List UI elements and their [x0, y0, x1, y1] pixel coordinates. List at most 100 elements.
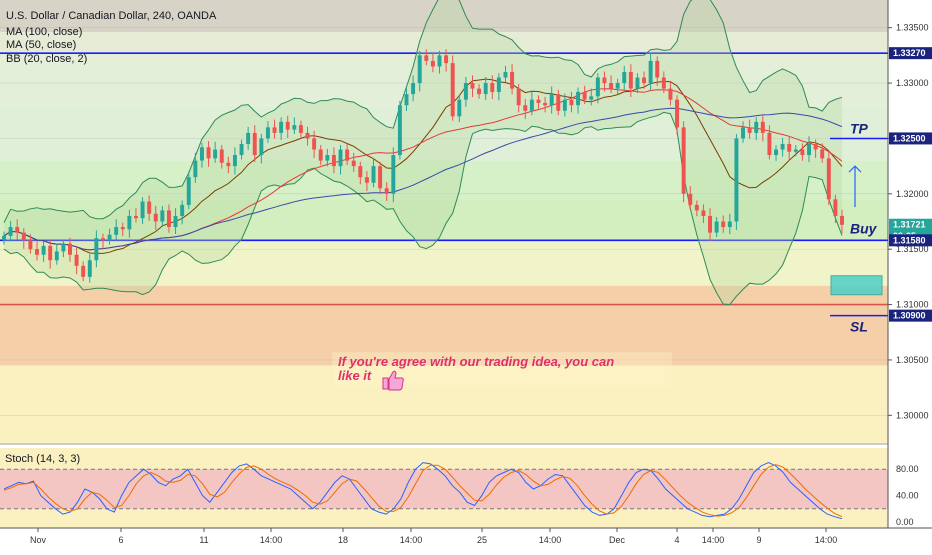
candle-85: [562, 99, 567, 111]
candle-18: [120, 227, 125, 230]
candle-7: [48, 245, 53, 261]
candle-25: [166, 210, 171, 228]
candle-54: [358, 166, 363, 178]
candle-34: [226, 162, 231, 167]
candle-108: [714, 221, 719, 233]
stoch-tick-label: 80.00: [896, 464, 919, 474]
candle-23: [153, 213, 158, 222]
candle-62: [411, 83, 416, 95]
candle-47: [312, 138, 317, 150]
candle-26: [173, 215, 178, 228]
candle-0: [2, 235, 6, 241]
candle-124: [820, 149, 825, 159]
candle-13: [87, 260, 92, 277]
candle-12: [81, 265, 86, 277]
candle-33: [219, 149, 224, 163]
candle-65: [430, 60, 435, 67]
candle-115: [760, 121, 765, 133]
time-tick-label: 4: [674, 535, 679, 545]
candle-119: [787, 143, 792, 152]
candle-30: [199, 147, 204, 161]
candles: [2, 49, 844, 283]
trade-setup: TP Buy SL: [830, 120, 888, 335]
candle-123: [813, 143, 818, 150]
candle-22: [147, 201, 152, 214]
time-tick-label: Dec: [609, 535, 626, 545]
candle-20: [133, 215, 138, 219]
time-tick-label: Nov: [30, 535, 47, 545]
time-tick-label: 14:00: [815, 535, 838, 545]
candle-80: [529, 99, 534, 111]
stoch-tick-label: 0.00: [896, 517, 914, 527]
candle-69: [457, 99, 462, 117]
price-tag-4: [889, 234, 932, 247]
price-axis-bg: [888, 0, 932, 550]
svg-text:like it: like it: [338, 368, 372, 383]
price-tag-label: 1.32500: [893, 133, 926, 143]
stoch-label: Stoch (14, 3, 3): [5, 453, 80, 465]
candle-117: [774, 149, 778, 156]
candle-17: [114, 227, 119, 235]
candle-49: [325, 155, 330, 161]
price-zone-7: [0, 285, 888, 366]
ma100-line: [3, 107, 843, 251]
time-tick-label: 25: [477, 535, 487, 545]
candle-89: [589, 96, 594, 100]
candle-120: [793, 149, 798, 152]
candle-77: [510, 71, 515, 89]
price-tag-label: 1.31580: [893, 235, 926, 245]
price-tick-label: 1.33000: [896, 78, 929, 88]
candle-104: [688, 193, 693, 205]
candle-118: [780, 143, 785, 150]
candle-40: [265, 127, 270, 139]
tp-label: TP: [850, 120, 869, 136]
buy-label: Buy: [850, 220, 878, 236]
candle-59: [391, 155, 396, 194]
candle-126: [833, 199, 838, 216]
candle-53: [351, 160, 356, 167]
candle-94: [622, 71, 627, 84]
price-tick-label: 1.30500: [896, 355, 929, 365]
price-tag-label: 1.33270: [893, 48, 926, 58]
legend-ma100: MA (100, close): [6, 26, 82, 38]
chart-title: U.S. Dollar / Canadian Dollar, 240, OAND…: [6, 10, 217, 22]
candle-27: [180, 204, 185, 216]
candle-125: [826, 158, 831, 200]
candle-87: [576, 91, 581, 106]
candle-98: [648, 60, 653, 84]
candle-1: [8, 227, 13, 236]
candle-90: [595, 77, 600, 97]
time-axis-bg: [0, 528, 932, 550]
price-tick-label: 1.31500: [896, 244, 929, 254]
candle-51: [338, 149, 343, 167]
price-tag-0: [889, 47, 932, 60]
candle-84: [556, 94, 561, 111]
candle-99: [655, 60, 660, 78]
candle-4: [28, 240, 33, 250]
buy-arrow-head: [848, 165, 862, 173]
price-tag-label: 1.31721: [893, 220, 926, 230]
candle-8: [54, 251, 59, 261]
candle-72: [477, 88, 482, 95]
candle-15: [100, 238, 105, 241]
candle-3: [21, 232, 26, 241]
candle-95: [628, 71, 633, 89]
price-zone-6: [0, 240, 888, 286]
price-tick-label: 1.32000: [896, 189, 929, 199]
bb-upper: [3, 0, 843, 223]
time-tick-label: 14:00: [260, 535, 283, 545]
candle-14: [94, 238, 99, 261]
candle-71: [470, 83, 475, 89]
candle-44: [292, 125, 297, 130]
price-tick-label: 1.31000: [896, 300, 929, 310]
candle-28: [186, 177, 191, 205]
candle-39: [259, 138, 264, 156]
candle-48: [318, 149, 323, 161]
candle-6: [41, 245, 46, 255]
price-zone-1: [0, 32, 888, 54]
candle-67: [444, 55, 449, 64]
time-tick-label: 6: [118, 535, 123, 545]
legend-bb: BB (20, close, 2): [6, 53, 87, 65]
